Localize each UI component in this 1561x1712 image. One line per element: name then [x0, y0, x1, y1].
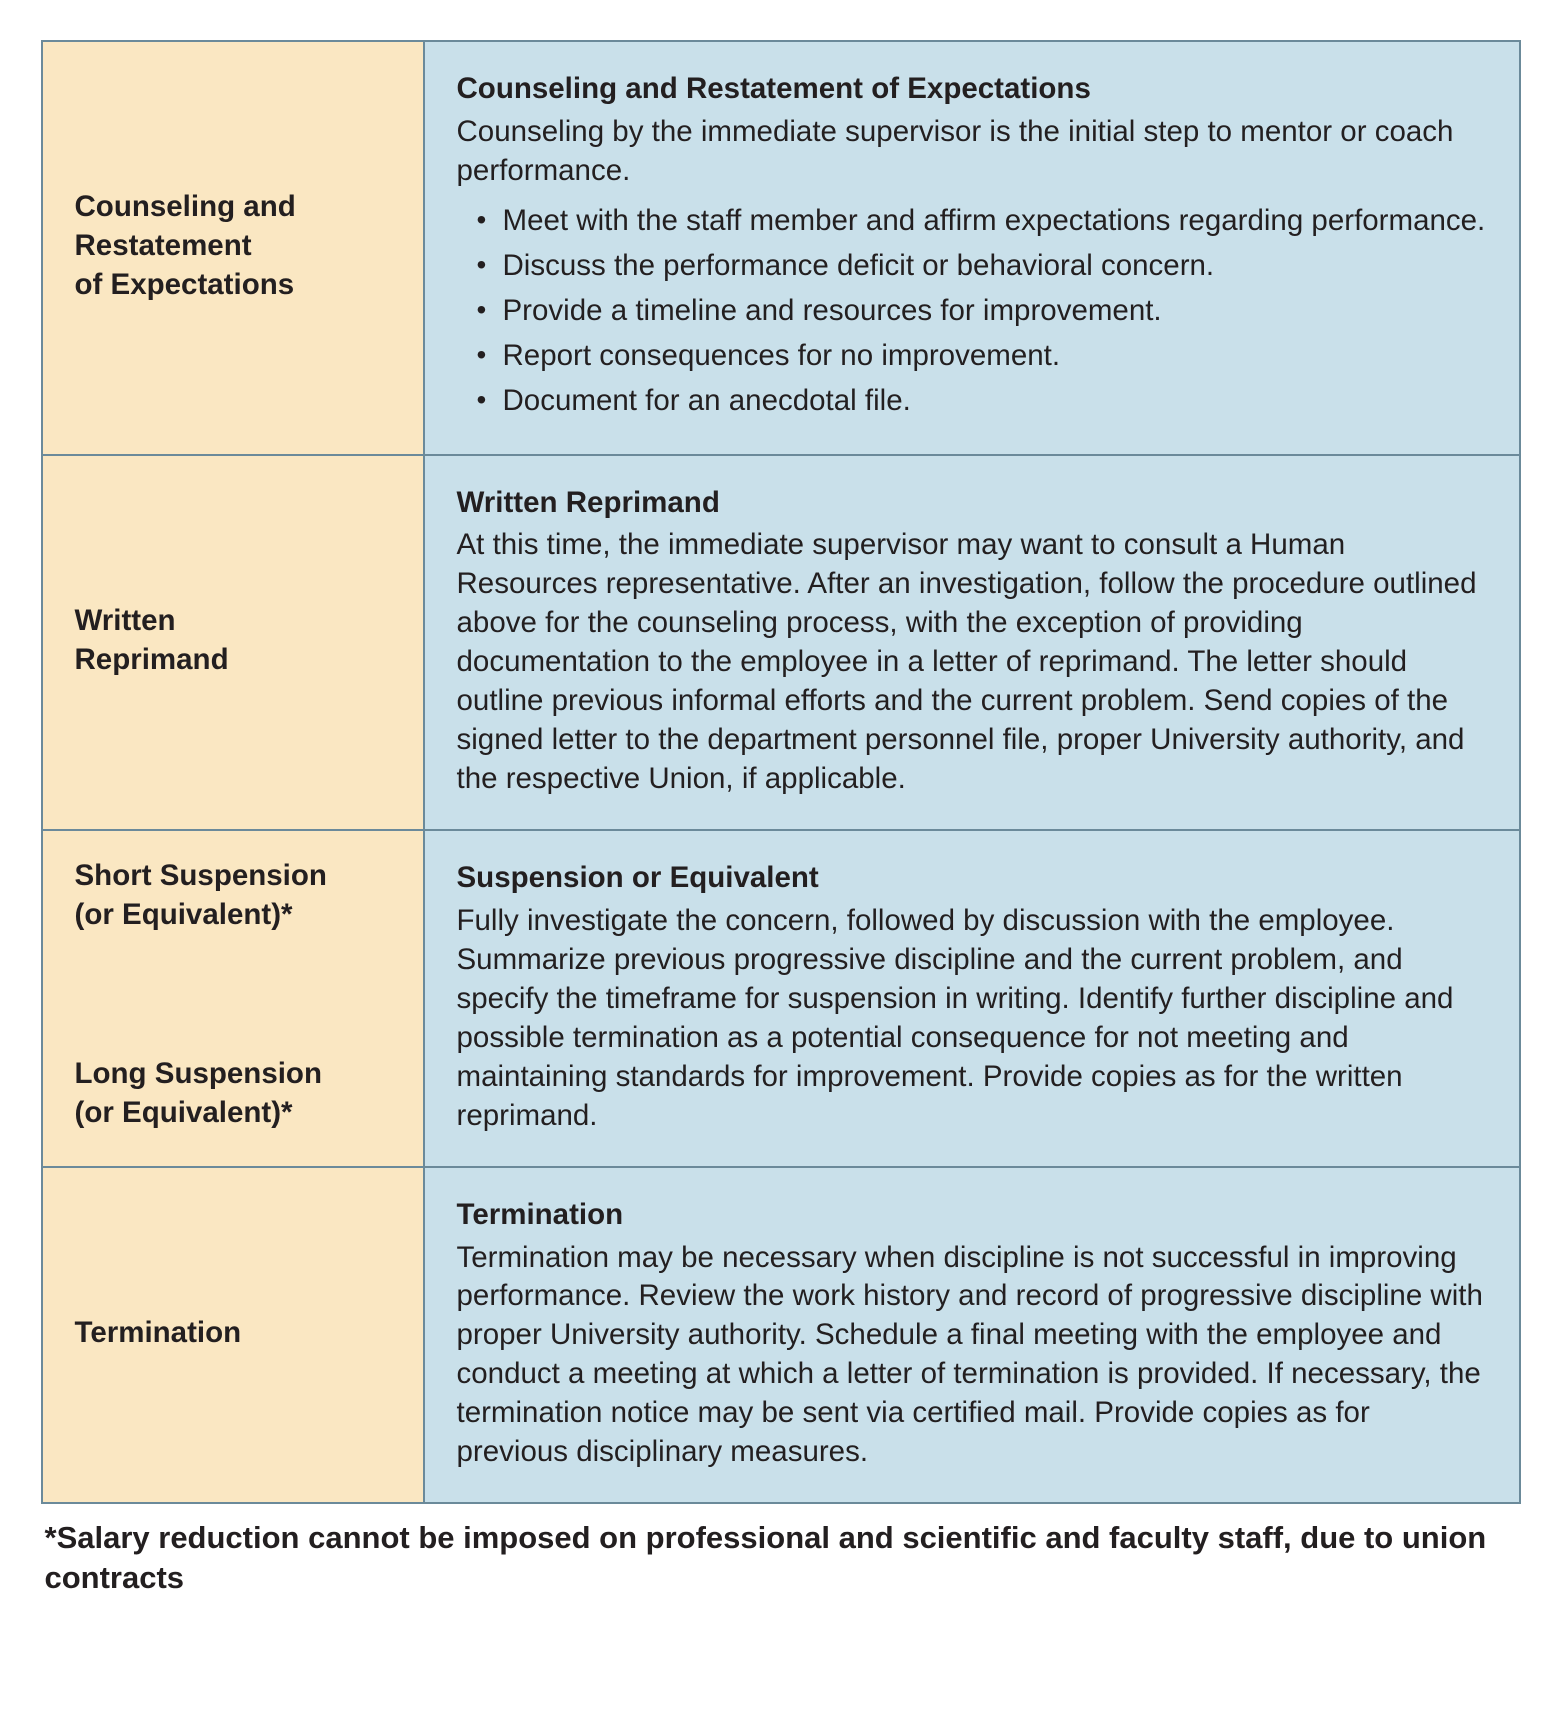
left-label-line: Termination: [75, 1314, 391, 1353]
bullet-item: Meet with the staff member and affirm ex…: [501, 199, 1487, 244]
row2-left: Written Reprimand: [42, 455, 424, 831]
table-row: Short Suspension (or Equivalent)* Long S…: [42, 830, 1520, 1167]
table-row: Termination Termination Termination may …: [42, 1167, 1520, 1504]
row3-body: Fully investigate the concern, followed …: [457, 902, 1487, 1136]
discipline-table-wrap: Counseling and Restatement of Expectatio…: [41, 40, 1521, 1599]
row3-right: Suspension or Equivalent Fully investiga…: [424, 830, 1520, 1167]
row4-body: Termination may be necessary when discip…: [457, 1239, 1487, 1473]
row4-title: Termination: [457, 1196, 1487, 1235]
row1-bullets: Meet with the staff member and affirm ex…: [457, 199, 1487, 424]
row3-left-spacer: [75, 935, 391, 1055]
bullet-item: Document for an anecdotal file.: [501, 379, 1487, 424]
row1-title: Counseling and Restatement of Expectatio…: [457, 70, 1487, 109]
row3-left: Short Suspension (or Equivalent)* Long S…: [42, 830, 424, 1167]
discipline-table: Counseling and Restatement of Expectatio…: [41, 40, 1521, 1504]
bullet-item: Discuss the performance deficit or behav…: [501, 244, 1487, 289]
row1-intro: Counseling by the immediate supervisor i…: [457, 113, 1487, 191]
bullet-item: Provide a timeline and resources for imp…: [501, 289, 1487, 334]
row4-right: Termination Termination may be necessary…: [424, 1167, 1520, 1504]
row2-title: Written Reprimand: [457, 484, 1487, 523]
bullet-item: Report consequences for no improvement.: [501, 334, 1487, 379]
left-label-line: (or Equivalent)*: [75, 896, 391, 935]
footnote: *Salary reduction cannot be imposed on p…: [41, 1518, 1521, 1599]
left-label-line: Long Suspension: [75, 1055, 391, 1094]
left-label-line: Restatement: [75, 227, 391, 266]
row3-left-top: Short Suspension (or Equivalent)*: [75, 857, 391, 935]
row3-title: Suspension or Equivalent: [457, 859, 1487, 898]
left-label-line: Short Suspension: [75, 857, 391, 896]
row3-left-bottom: Long Suspension (or Equivalent)*: [75, 1055, 391, 1133]
row1-right: Counseling and Restatement of Expectatio…: [424, 41, 1520, 455]
left-label-line: Reprimand: [75, 641, 391, 680]
table-row: Counseling and Restatement of Expectatio…: [42, 41, 1520, 455]
row1-left: Counseling and Restatement of Expectatio…: [42, 41, 424, 455]
left-label-line: Written: [75, 602, 391, 641]
row2-body: At this time, the immediate supervisor m…: [457, 526, 1487, 799]
table-row: Written Reprimand Written Reprimand At t…: [42, 455, 1520, 831]
left-label-line: Counseling and: [75, 188, 391, 227]
row4-left: Termination: [42, 1167, 424, 1504]
left-label-line: of Expectations: [75, 266, 391, 305]
row2-right: Written Reprimand At this time, the imme…: [424, 455, 1520, 831]
left-label-line: (or Equivalent)*: [75, 1094, 391, 1133]
